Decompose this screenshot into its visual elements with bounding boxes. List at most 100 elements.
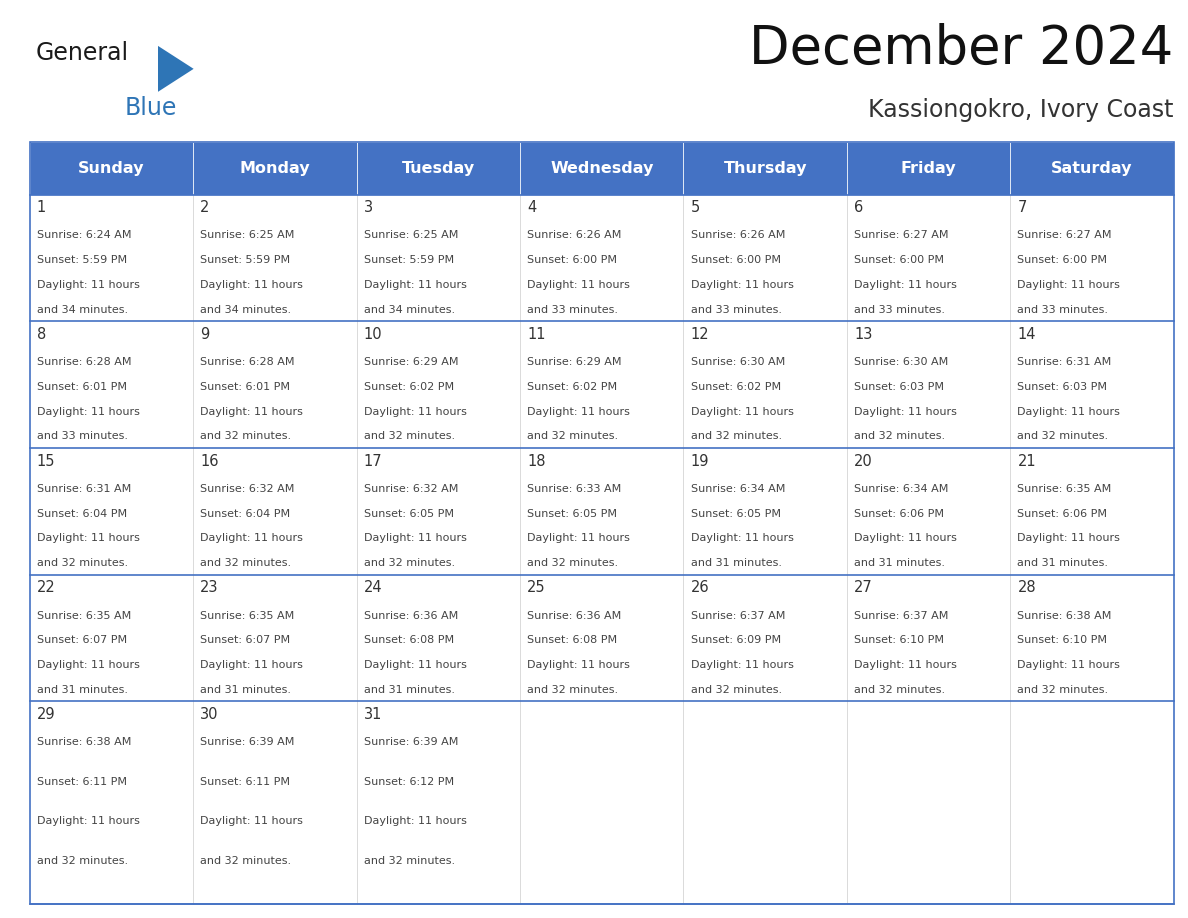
Text: Sunrise: 6:39 AM: Sunrise: 6:39 AM — [201, 737, 295, 747]
Text: Sunset: 6:06 PM: Sunset: 6:06 PM — [1017, 509, 1107, 519]
Text: Daylight: 11 hours: Daylight: 11 hours — [37, 816, 140, 826]
Text: Daylight: 11 hours: Daylight: 11 hours — [1017, 533, 1120, 543]
Bar — [194, 701, 356, 904]
Text: Tuesday: Tuesday — [402, 161, 475, 176]
Text: Daylight: 11 hours: Daylight: 11 hours — [1017, 660, 1120, 670]
Text: Daylight: 11 hours: Daylight: 11 hours — [364, 816, 467, 826]
Text: 23: 23 — [201, 580, 219, 595]
Text: Sunset: 6:12 PM: Sunset: 6:12 PM — [364, 777, 454, 787]
Text: 25: 25 — [527, 580, 545, 595]
Text: Sunrise: 6:27 AM: Sunrise: 6:27 AM — [1017, 230, 1112, 241]
Text: Sunrise: 6:39 AM: Sunrise: 6:39 AM — [364, 737, 459, 747]
Bar — [356, 448, 520, 575]
Text: Sunset: 6:03 PM: Sunset: 6:03 PM — [1017, 382, 1107, 392]
Text: Sunrise: 6:28 AM: Sunrise: 6:28 AM — [201, 357, 295, 367]
Text: Sunrise: 6:29 AM: Sunrise: 6:29 AM — [364, 357, 459, 367]
Text: and 34 minutes.: and 34 minutes. — [201, 305, 291, 315]
Text: and 32 minutes.: and 32 minutes. — [690, 685, 782, 695]
Text: Sunrise: 6:29 AM: Sunrise: 6:29 AM — [527, 357, 621, 367]
Text: Sunrise: 6:35 AM: Sunrise: 6:35 AM — [1017, 484, 1112, 494]
Bar — [520, 575, 683, 701]
Text: Daylight: 11 hours: Daylight: 11 hours — [37, 407, 140, 417]
Text: 3: 3 — [364, 200, 373, 215]
Text: 28: 28 — [1017, 580, 1036, 595]
Text: 13: 13 — [854, 327, 872, 341]
Text: Sunset: 6:11 PM: Sunset: 6:11 PM — [201, 777, 290, 787]
Text: Daylight: 11 hours: Daylight: 11 hours — [1017, 407, 1120, 417]
Bar — [847, 701, 1010, 904]
Text: Daylight: 11 hours: Daylight: 11 hours — [201, 660, 303, 670]
Text: 19: 19 — [690, 453, 709, 468]
Text: December 2024: December 2024 — [750, 23, 1174, 75]
Text: 16: 16 — [201, 453, 219, 468]
Text: Kassiongokro, Ivory Coast: Kassiongokro, Ivory Coast — [868, 98, 1174, 122]
Text: and 32 minutes.: and 32 minutes. — [201, 856, 291, 866]
Text: Sunrise: 6:37 AM: Sunrise: 6:37 AM — [690, 610, 785, 621]
Text: Daylight: 11 hours: Daylight: 11 hours — [1017, 280, 1120, 290]
Bar — [1010, 448, 1174, 575]
Text: and 31 minutes.: and 31 minutes. — [364, 685, 455, 695]
Text: Sunset: 6:10 PM: Sunset: 6:10 PM — [1017, 635, 1107, 645]
Text: Sunrise: 6:35 AM: Sunrise: 6:35 AM — [37, 610, 131, 621]
Text: and 33 minutes.: and 33 minutes. — [527, 305, 618, 315]
Bar — [356, 321, 520, 448]
Text: 14: 14 — [1017, 327, 1036, 341]
Bar — [356, 142, 520, 195]
Text: Daylight: 11 hours: Daylight: 11 hours — [854, 280, 956, 290]
Text: Sunset: 6:01 PM: Sunset: 6:01 PM — [37, 382, 127, 392]
Text: and 32 minutes.: and 32 minutes. — [1017, 685, 1108, 695]
Text: Sunset: 6:11 PM: Sunset: 6:11 PM — [37, 777, 127, 787]
Text: Sunrise: 6:37 AM: Sunrise: 6:37 AM — [854, 610, 948, 621]
Text: Sunrise: 6:30 AM: Sunrise: 6:30 AM — [854, 357, 948, 367]
Text: Sunset: 6:03 PM: Sunset: 6:03 PM — [854, 382, 944, 392]
Bar — [356, 575, 520, 701]
Bar — [356, 195, 520, 321]
Bar — [30, 142, 194, 195]
Text: Sunset: 6:10 PM: Sunset: 6:10 PM — [854, 635, 944, 645]
Text: Daylight: 11 hours: Daylight: 11 hours — [690, 533, 794, 543]
Text: Sunrise: 6:26 AM: Sunrise: 6:26 AM — [527, 230, 621, 241]
Text: 22: 22 — [37, 580, 56, 595]
Text: Sunset: 6:09 PM: Sunset: 6:09 PM — [690, 635, 781, 645]
Bar — [683, 701, 847, 904]
Text: Sunrise: 6:32 AM: Sunrise: 6:32 AM — [364, 484, 459, 494]
Text: Daylight: 11 hours: Daylight: 11 hours — [527, 280, 630, 290]
Text: 6: 6 — [854, 200, 864, 215]
Text: Sunrise: 6:38 AM: Sunrise: 6:38 AM — [37, 737, 131, 747]
Text: and 32 minutes.: and 32 minutes. — [364, 856, 455, 866]
Text: 31: 31 — [364, 707, 383, 722]
Text: 30: 30 — [201, 707, 219, 722]
Text: and 31 minutes.: and 31 minutes. — [690, 558, 782, 568]
Text: 20: 20 — [854, 453, 873, 468]
Bar — [30, 321, 194, 448]
Bar — [1010, 142, 1174, 195]
Text: and 34 minutes.: and 34 minutes. — [364, 305, 455, 315]
Text: Sunset: 6:08 PM: Sunset: 6:08 PM — [527, 635, 618, 645]
Text: Sunset: 5:59 PM: Sunset: 5:59 PM — [201, 255, 290, 265]
Bar — [683, 142, 847, 195]
Bar — [683, 575, 847, 701]
Bar — [1010, 575, 1174, 701]
Bar — [30, 142, 1174, 904]
Bar — [1010, 321, 1174, 448]
Text: Friday: Friday — [901, 161, 956, 176]
Bar — [194, 448, 356, 575]
Text: and 33 minutes.: and 33 minutes. — [854, 305, 944, 315]
Text: 5: 5 — [690, 200, 700, 215]
Text: 1: 1 — [37, 200, 46, 215]
Text: Sunset: 6:05 PM: Sunset: 6:05 PM — [690, 509, 781, 519]
Text: Daylight: 11 hours: Daylight: 11 hours — [364, 660, 467, 670]
Text: and 32 minutes.: and 32 minutes. — [37, 856, 128, 866]
Text: Sunset: 6:06 PM: Sunset: 6:06 PM — [854, 509, 944, 519]
Text: Sunrise: 6:38 AM: Sunrise: 6:38 AM — [1017, 610, 1112, 621]
Text: Sunset: 5:59 PM: Sunset: 5:59 PM — [364, 255, 454, 265]
Text: Thursday: Thursday — [723, 161, 807, 176]
Text: and 31 minutes.: and 31 minutes. — [201, 685, 291, 695]
Text: Sunset: 6:02 PM: Sunset: 6:02 PM — [690, 382, 781, 392]
Bar — [683, 195, 847, 321]
Bar — [30, 448, 194, 575]
Text: and 32 minutes.: and 32 minutes. — [854, 685, 946, 695]
Text: and 32 minutes.: and 32 minutes. — [854, 431, 946, 442]
Text: and 34 minutes.: and 34 minutes. — [37, 305, 128, 315]
Bar — [194, 195, 356, 321]
